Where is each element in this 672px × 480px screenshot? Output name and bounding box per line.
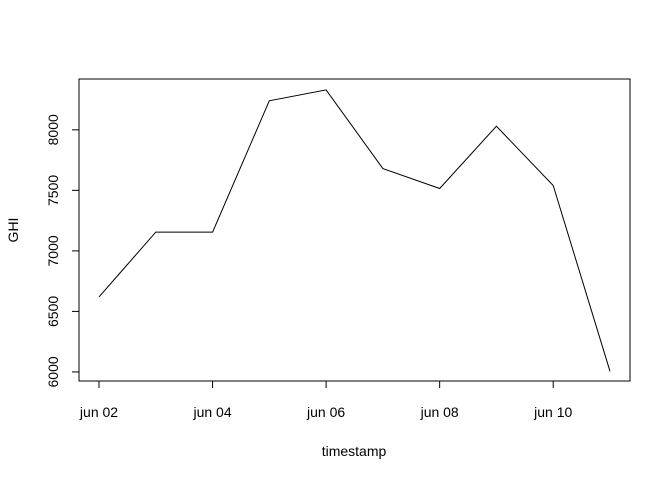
- x-tick-label: jun 04: [192, 404, 231, 420]
- y-tick-label: 6000: [45, 356, 61, 387]
- x-axis-title: timestamp: [322, 443, 387, 459]
- x-axis: jun 02 jun 04 jun 06 jun 08 jun 10: [79, 380, 573, 420]
- x-tick-label: jun 08: [420, 404, 459, 420]
- y-axis-title: GHI: [5, 218, 21, 243]
- y-tick-label: 6500: [45, 296, 61, 327]
- y-tick-label: 7000: [45, 235, 61, 266]
- series-line: [98, 89, 611, 372]
- plot-box: [78, 78, 631, 382]
- x-tick-label: jun 02: [79, 404, 118, 420]
- y-tick-label: 8000: [45, 114, 61, 145]
- x-tick-label: jun 10: [533, 404, 572, 420]
- x-tick-label: jun 06: [306, 404, 345, 420]
- y-tick-label: 7500: [45, 175, 61, 206]
- y-axis: 6000 6500 7000 7500 8000: [45, 114, 80, 387]
